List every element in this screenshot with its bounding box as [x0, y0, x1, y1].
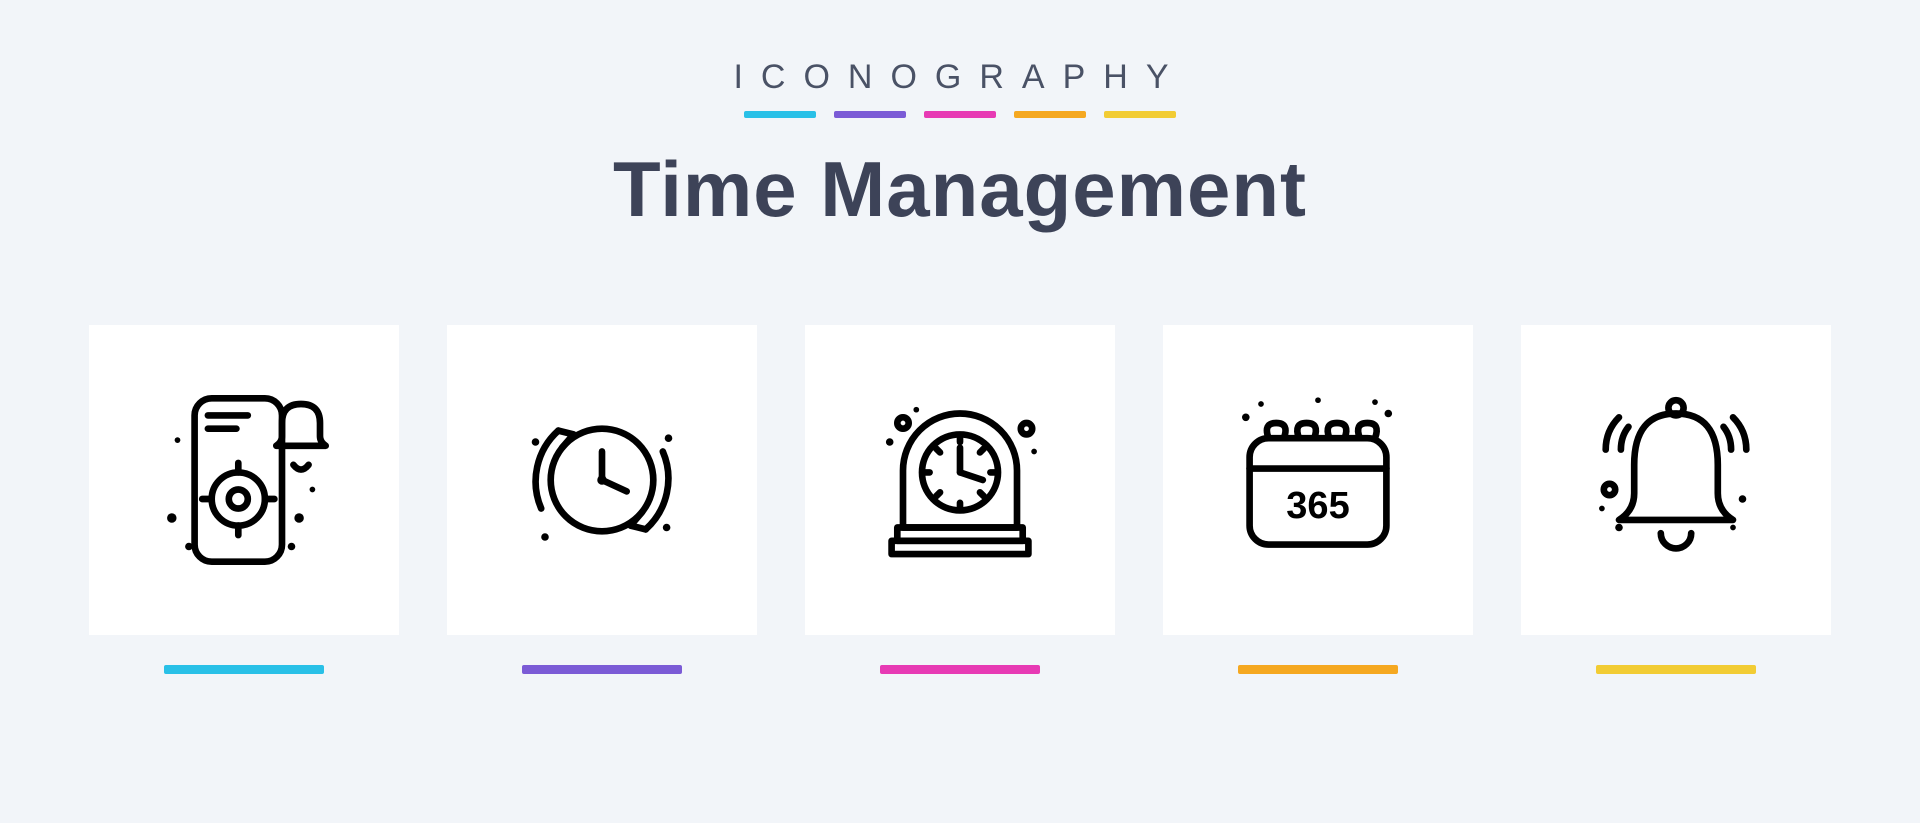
icon-tile-5 [1521, 325, 1831, 635]
dash-2 [834, 111, 906, 118]
accent-bar-1 [164, 665, 324, 674]
iconography-page: ICONOGRAPHY Time Management [0, 0, 1920, 823]
dash-1 [744, 111, 816, 118]
icon-tile-2 [447, 325, 757, 635]
bell-ring-icon [1581, 385, 1771, 575]
brand-title: ICONOGRAPHY [733, 58, 1186, 97]
icon-card-4: 365 [1163, 325, 1473, 674]
dash-5 [1104, 111, 1176, 118]
clock-refresh-icon [507, 385, 697, 575]
mantel-clock-icon [865, 385, 1055, 575]
icon-card-1 [89, 325, 399, 674]
accent-bar-5 [1596, 665, 1756, 674]
icon-tile-4: 365 [1163, 325, 1473, 635]
set-title: Time Management [613, 144, 1307, 235]
brand-underline-row [744, 111, 1176, 118]
dash-4 [1014, 111, 1086, 118]
icon-card-3 [805, 325, 1115, 674]
icon-tile-1 [89, 325, 399, 635]
dash-3 [924, 111, 996, 118]
icon-cards-row: 365 [89, 325, 1831, 674]
icon-tile-3 [805, 325, 1115, 635]
svg-text:365: 365 [1286, 485, 1349, 527]
accent-bar-2 [522, 665, 682, 674]
icon-card-2 [447, 325, 757, 674]
mobile-alarm-icon [149, 385, 339, 575]
accent-bar-3 [880, 665, 1040, 674]
accent-bar-4 [1238, 665, 1398, 674]
icon-card-5 [1521, 325, 1831, 674]
calendar-365-icon: 365 [1223, 385, 1413, 575]
